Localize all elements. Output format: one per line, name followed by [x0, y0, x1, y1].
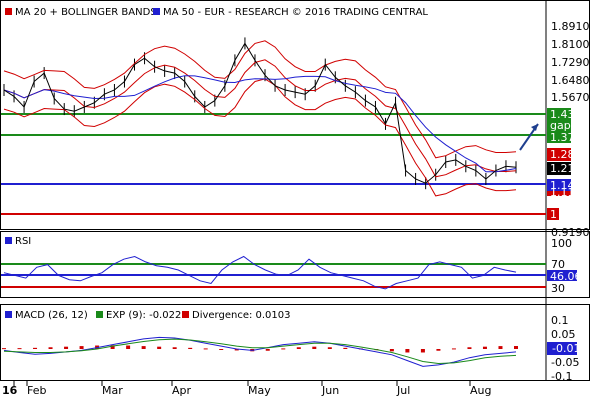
rsi-current-text: 46.06 [550, 270, 582, 283]
gap-tag-text: gap [550, 119, 571, 132]
macd-line [3, 336, 517, 367]
divergence-bar [498, 346, 503, 349]
legend-rsi-label: RSI [15, 236, 31, 247]
price-line [3, 42, 517, 184]
divergence-bar [157, 346, 162, 349]
divergence-bar [482, 346, 487, 349]
divergence-bar [514, 346, 518, 349]
divergence-bar [126, 345, 131, 349]
macd-series-group [2, 336, 518, 367]
rsi-series-group [3, 255, 517, 290]
legend-exp-label: EXP (9): -0.022 [106, 310, 181, 321]
ma20-line [3, 59, 517, 178]
macd-panel [0, 304, 590, 381]
x-axis-label: Mar [102, 384, 123, 397]
level-tag-137 [547, 131, 571, 143]
rsi-tick: 100 [551, 237, 572, 250]
legend-ma50-swatch [153, 8, 160, 15]
price-tick: 1.7290 [551, 56, 590, 69]
divergence-bar [312, 346, 317, 349]
level-tag-137-text: 1.37 [550, 131, 575, 144]
level-tag-1-text: 1 [550, 208, 557, 221]
ma50-line [3, 75, 517, 173]
level-tag-11177 [547, 191, 571, 196]
rsi-line [3, 255, 517, 290]
level-tag-1435-text: 1.435 [550, 108, 582, 121]
x-axis-label: 16 [2, 384, 18, 397]
gap-tag [547, 120, 571, 131]
x-axis: 16 Feb Mar Apr May Jun Jul Aug [2, 381, 491, 397]
level-tag-114-text: 1.14 [550, 179, 575, 192]
divergence-bar [343, 347, 348, 349]
divergence-bar [436, 349, 441, 351]
rsi-70-tick: 70 [551, 258, 565, 271]
level-tag-1435 [547, 108, 571, 120]
divergence-bar [451, 348, 456, 350]
divergence-bar [64, 346, 69, 349]
divergence-bar [203, 348, 208, 350]
macd-current-tag [547, 342, 577, 355]
exp-signal-line [3, 338, 517, 365]
divergence-bar [110, 345, 115, 349]
level-tag-11177-text: 1.1177 [550, 186, 589, 199]
price-tick: 1.5670 [551, 91, 590, 104]
bollinger-lower-band [3, 78, 517, 197]
x-axis-label: Aug [470, 384, 491, 397]
legend-ma50-label: MA 50 - EUR - RESEARCH © 2016 TRADING CE… [163, 7, 428, 18]
bollinger-upper-band [3, 40, 517, 159]
divergence-bar [389, 349, 394, 352]
level-tag-1 [547, 208, 559, 220]
rsi-30-tick: 30 [551, 282, 565, 295]
legend-ma20-swatch [5, 8, 12, 15]
forecast-arrow-head [531, 124, 538, 131]
price-series-group [3, 37, 517, 197]
rsi-current-tag [547, 270, 577, 281]
legend-divergence-swatch [182, 311, 189, 318]
macd-current-text: -0.01 [552, 342, 580, 355]
x-axis-label: May [248, 384, 271, 397]
divergence-bar [141, 346, 146, 349]
level-tag-1215-text: 1.215 [550, 162, 582, 175]
x-axis-label: Jul [396, 384, 410, 397]
price-tick: 1.8910 [551, 20, 590, 33]
divergence-bar [420, 349, 425, 353]
divergence-bar [2, 348, 6, 350]
x-axis-label: Jun [321, 384, 339, 397]
macd-tick: -0.05 [551, 356, 579, 369]
level-tag-114 [547, 179, 571, 191]
divergence-bar [281, 348, 286, 350]
macd-tick: 0.1 [551, 314, 569, 327]
legend-macd-swatch [5, 311, 12, 318]
divergence-bar [265, 349, 270, 351]
divergence-bar [234, 349, 239, 351]
divergence-bar [188, 347, 193, 349]
divergence-bar [219, 349, 224, 350]
macd-tick: -0.1 [551, 370, 572, 383]
legend-divergence-label: Divergence: 0.0103 [192, 310, 291, 321]
price-tick: 1.6480 [551, 74, 590, 87]
level-tag-12831 [547, 148, 571, 161]
x-axis-label: Apr [172, 384, 192, 397]
price-tick-bottom: 0.9190 [551, 226, 590, 239]
price-tick: 1.8100 [551, 38, 590, 51]
x-axis-label: Feb [27, 384, 46, 397]
divergence-bar [405, 349, 410, 353]
divergence-bar [172, 347, 177, 349]
legend-exp-swatch [96, 311, 103, 318]
legend-macd-label: MACD (26, 12) [15, 310, 88, 321]
divergence-bar [467, 347, 472, 349]
level-tag-12831-text: 1.2831 [550, 148, 589, 161]
divergence-bar [79, 346, 84, 349]
divergence-bar [296, 347, 301, 349]
legend-ma20-label: MA 20 + BOLLINGER BANDS [15, 7, 157, 18]
divergence-bar [17, 348, 22, 350]
divergence-bar [48, 347, 53, 349]
legend-rsi-swatch [5, 237, 12, 244]
level-tag-1215 [547, 162, 571, 175]
divergence-bar [327, 347, 332, 349]
divergence-bar [33, 347, 38, 349]
macd-tick: 0.05 [551, 328, 576, 341]
